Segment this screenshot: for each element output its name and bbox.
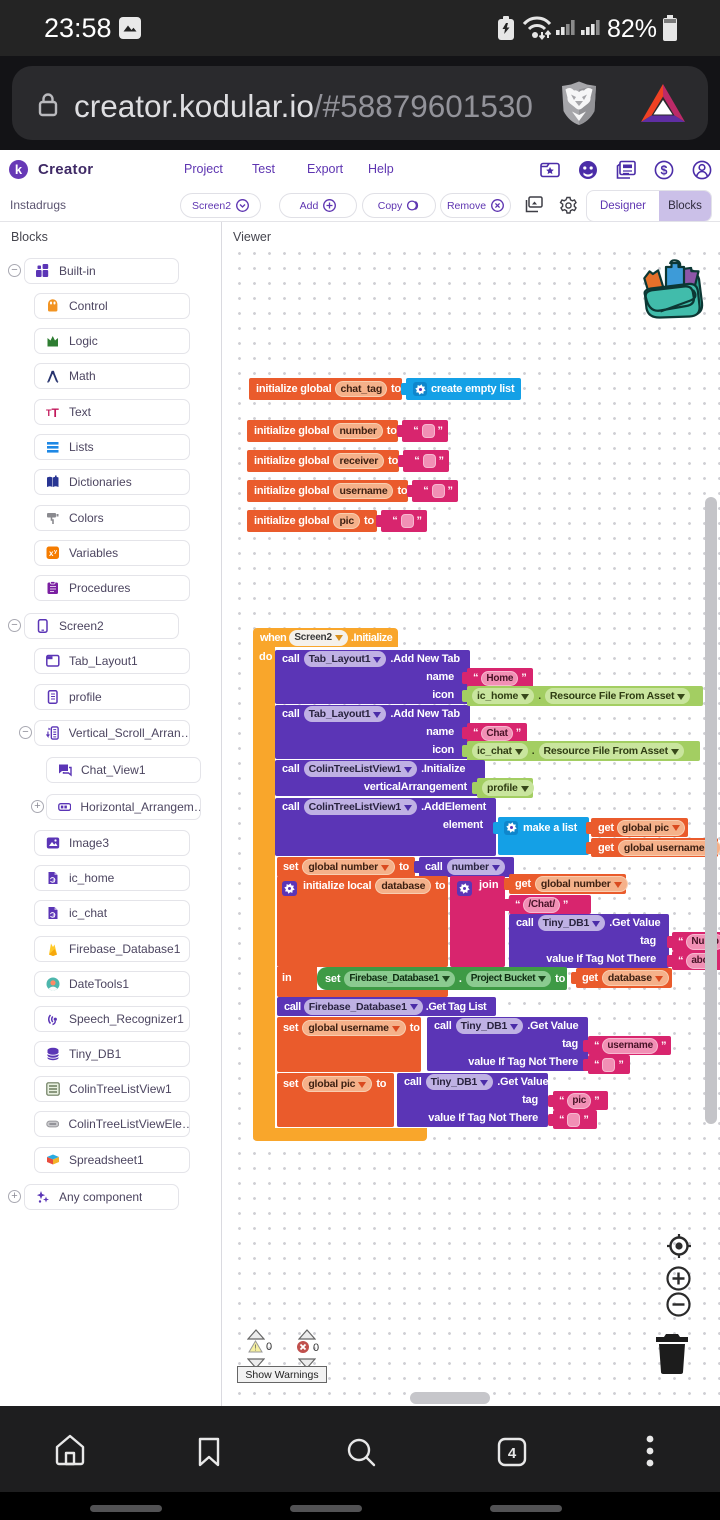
svg-text:T: T <box>46 408 52 418</box>
svg-text:5: 5 <box>53 914 56 919</box>
svg-text:4: 4 <box>508 1445 517 1462</box>
svg-text:y: y <box>54 549 58 555</box>
svg-text:5: 5 <box>53 879 56 884</box>
svg-text:$: $ <box>661 164 668 178</box>
svg-text:T: T <box>52 406 60 419</box>
svg-text:x: x <box>49 549 54 558</box>
svg-text:!: ! <box>254 1344 256 1353</box>
